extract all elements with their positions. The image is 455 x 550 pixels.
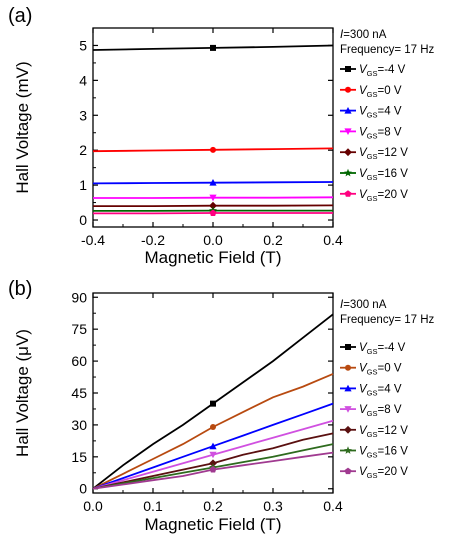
series-marker-4 — [209, 201, 217, 210]
legend-swatch-marker — [344, 425, 352, 434]
legend-swatch-marker — [344, 446, 352, 454]
legend-header-line: I=300 nA — [340, 29, 387, 41]
chart-panel-b: (b) 0.0 0.1 0.2 0.3 0.4 0 15 30 45 60 75 90 Magnetic … — [8, 278, 435, 534]
x-tick-label: 0.0 — [203, 232, 223, 248]
legend-entry-label: VGS=12 V — [359, 147, 408, 161]
legend-entry-label: VGS=4 V — [359, 383, 402, 397]
y-tick-label: 0 — [79, 212, 87, 228]
legend-swatch-marker — [344, 148, 352, 157]
legend-header-line: I=300 nA — [340, 299, 387, 311]
y-tick-label: 1 — [79, 177, 87, 193]
y-tick-label: 4 — [79, 72, 87, 88]
y-tick-label: 45 — [71, 385, 87, 401]
legend-entry-label: VGS=-4 V — [359, 64, 406, 78]
y-axis-label: Hall Voltage (μV) — [13, 329, 32, 457]
legend-swatch-marker — [344, 190, 352, 197]
legend-entry-label: VGS=16 V — [359, 168, 408, 182]
x-tick-label: -0.2 — [141, 232, 165, 248]
legend-entry-label: VGS=20 V — [359, 189, 408, 203]
series-marker-6 — [209, 466, 217, 473]
legend-swatch-marker — [344, 406, 352, 413]
x-tick-label: 0.3 — [263, 498, 283, 514]
legend-swatch-marker — [344, 107, 352, 114]
x-axis-label: Magnetic Field (T) — [145, 248, 282, 267]
x-tick-label: 0.1 — [143, 498, 163, 514]
series-marker-1 — [210, 424, 216, 431]
series-marker-4 — [209, 459, 217, 468]
y-tick-label: 60 — [71, 353, 87, 369]
series-marker-3 — [209, 194, 217, 202]
series-marker-0 — [210, 44, 216, 51]
legend-entry-label: VGS=8 V — [359, 404, 402, 418]
legend-entry-label: VGS=0 V — [359, 363, 402, 377]
y-tick-label: 3 — [79, 107, 87, 123]
legend-swatch-marker — [345, 86, 351, 93]
y-axis-label: Hall Voltage (mV) — [13, 61, 32, 193]
x-tick-label: 0.0 — [83, 498, 103, 514]
y-tick-label: 15 — [71, 449, 87, 465]
series-marker-1 — [210, 146, 216, 153]
x-axis-label: Magnetic Field (T) — [145, 515, 282, 534]
legend-entry-label: VGS=0 V — [359, 85, 402, 99]
series-marker-2 — [209, 179, 217, 186]
series-marker-0 — [210, 400, 216, 407]
series-marker-3 — [209, 451, 217, 459]
x-tick-label: 0.4 — [323, 498, 343, 514]
chart-panel-a: (a) -0.4 -0.2 0.0 0.2 0.4 0 1 2 3 4 5 Magnetic Field… — [8, 5, 435, 267]
legend-swatch-marker — [344, 128, 352, 135]
legend-entry-label: VGS=12 V — [359, 425, 408, 439]
x-tick-label: 0.2 — [203, 498, 223, 514]
legend-swatch-marker — [344, 168, 352, 177]
y-tick-label: 0 — [79, 481, 87, 497]
legend-entry-label: VGS=16 V — [359, 446, 408, 460]
legend-swatch-marker — [345, 344, 351, 350]
y-tick-label: 75 — [71, 321, 87, 337]
legend-header-line: Frequency= 17 Hz — [340, 44, 435, 56]
y-tick-label: 2 — [79, 142, 87, 158]
legend-swatch-marker — [344, 384, 352, 392]
y-tick-label: 5 — [79, 37, 87, 53]
x-tick-label: -0.4 — [81, 232, 105, 248]
legend-header-line: Frequency= 17 Hz — [340, 314, 435, 326]
legend-entry-label: VGS=-4 V — [359, 342, 406, 356]
y-tick-label: 90 — [71, 289, 87, 305]
series-marker-6 — [209, 209, 217, 216]
legend-entry-label: VGS=8 V — [359, 126, 402, 140]
legend-swatch-marker — [345, 66, 351, 72]
x-tick-label: 0.2 — [263, 232, 283, 248]
legend-entry-label: VGS=4 V — [359, 106, 402, 120]
panel-label: (b) — [8, 278, 32, 300]
legend-entry-label: VGS=20 V — [359, 466, 408, 480]
legend-swatch-marker — [344, 467, 352, 475]
x-tick-label: 0.4 — [323, 232, 343, 248]
series-marker-2 — [209, 442, 217, 450]
panel-label: (a) — [8, 5, 32, 27]
y-tick-label: 30 — [71, 417, 87, 433]
legend-swatch-marker — [345, 364, 351, 371]
